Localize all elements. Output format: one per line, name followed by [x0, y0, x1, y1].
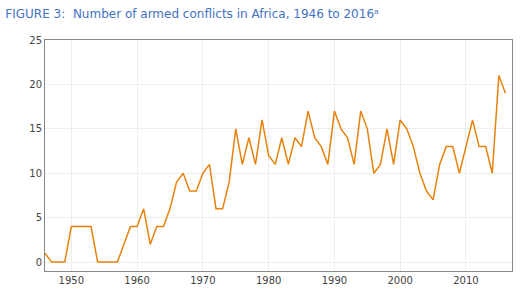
svg-text:2000: 2000 — [387, 275, 412, 286]
svg-text:1970: 1970 — [190, 275, 215, 286]
svg-text:20: 20 — [29, 79, 42, 90]
svg-text:5: 5 — [36, 212, 42, 223]
svg-text:1950: 1950 — [59, 275, 84, 286]
svg-text:2010: 2010 — [453, 275, 478, 286]
svg-text:1990: 1990 — [322, 275, 347, 286]
svg-text:1980: 1980 — [256, 275, 281, 286]
svg-text:15: 15 — [29, 123, 42, 134]
svg-text:1960: 1960 — [124, 275, 149, 286]
svg-text:25: 25 — [29, 35, 42, 46]
svg-text:10: 10 — [29, 168, 42, 179]
svg-text:FIGURE 3: Number of armed con: FIGURE 3: Number of armed conflicts in A… — [5, 7, 378, 21]
svg-text:0: 0 — [36, 257, 42, 268]
